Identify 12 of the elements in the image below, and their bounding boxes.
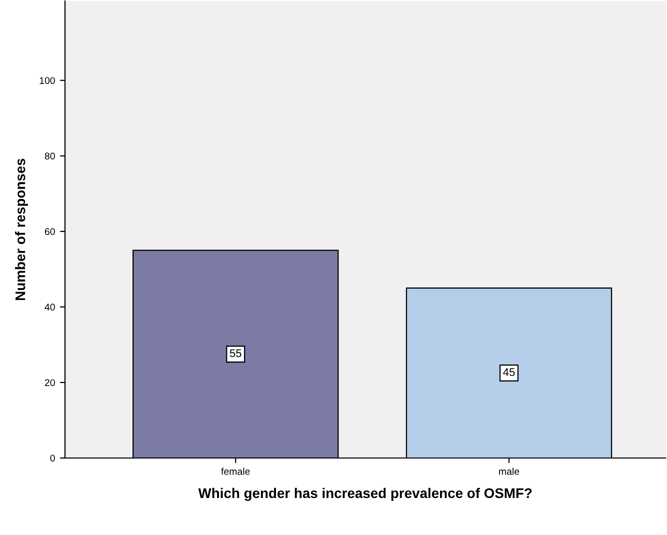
y-tick-label: 20 — [44, 379, 55, 386]
x-tick-label: male — [499, 468, 520, 475]
data-label: 45 — [503, 368, 515, 376]
y-tick-label: 100 — [40, 77, 55, 84]
data-label: 55 — [230, 349, 242, 358]
y-axis-title: Number of responses — [15, 158, 28, 300]
y-tick-label: 40 — [44, 304, 55, 311]
y-tick-label: 80 — [44, 152, 55, 160]
x-axis-title: Which gender has increased prevalence of OSMF? — [198, 488, 532, 501]
y-tick-label: 0 — [50, 454, 55, 462]
y-tick-label: 60 — [44, 228, 55, 236]
x-tick-label: female — [221, 468, 250, 475]
